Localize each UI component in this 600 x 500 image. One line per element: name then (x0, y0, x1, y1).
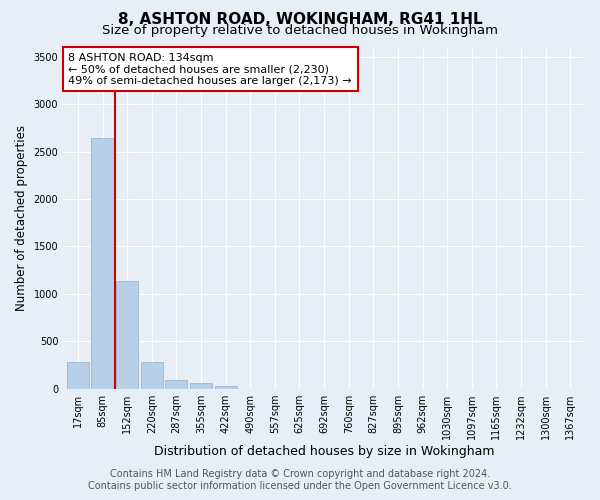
Bar (190, 384, 212, 388)
Text: 8 ASHTON ROAD: 134sqm
← 50% of detached houses are smaller (2,230)
49% of semi-d: 8 ASHTON ROAD: 134sqm ← 50% of detached … (68, 52, 352, 86)
Text: Size of property relative to detached houses in Wokingham: Size of property relative to detached ho… (102, 24, 498, 37)
Bar (215, 386, 237, 388)
Y-axis label: Number of detached properties: Number of detached properties (15, 125, 28, 311)
Text: Contains HM Land Registry data © Crown copyright and database right 2024.
Contai: Contains HM Land Registry data © Crown c… (88, 470, 512, 491)
Bar (91, 138, 113, 388)
Text: 8, ASHTON ROAD, WOKINGHAM, RG41 1HL: 8, ASHTON ROAD, WOKINGHAM, RG41 1HL (118, 12, 482, 26)
X-axis label: Distribution of detached houses by size in Wokingham: Distribution of detached houses by size … (154, 444, 494, 458)
Bar (166, 380, 187, 388)
Bar (141, 362, 163, 388)
Bar (67, 362, 89, 388)
Bar (116, 280, 138, 388)
